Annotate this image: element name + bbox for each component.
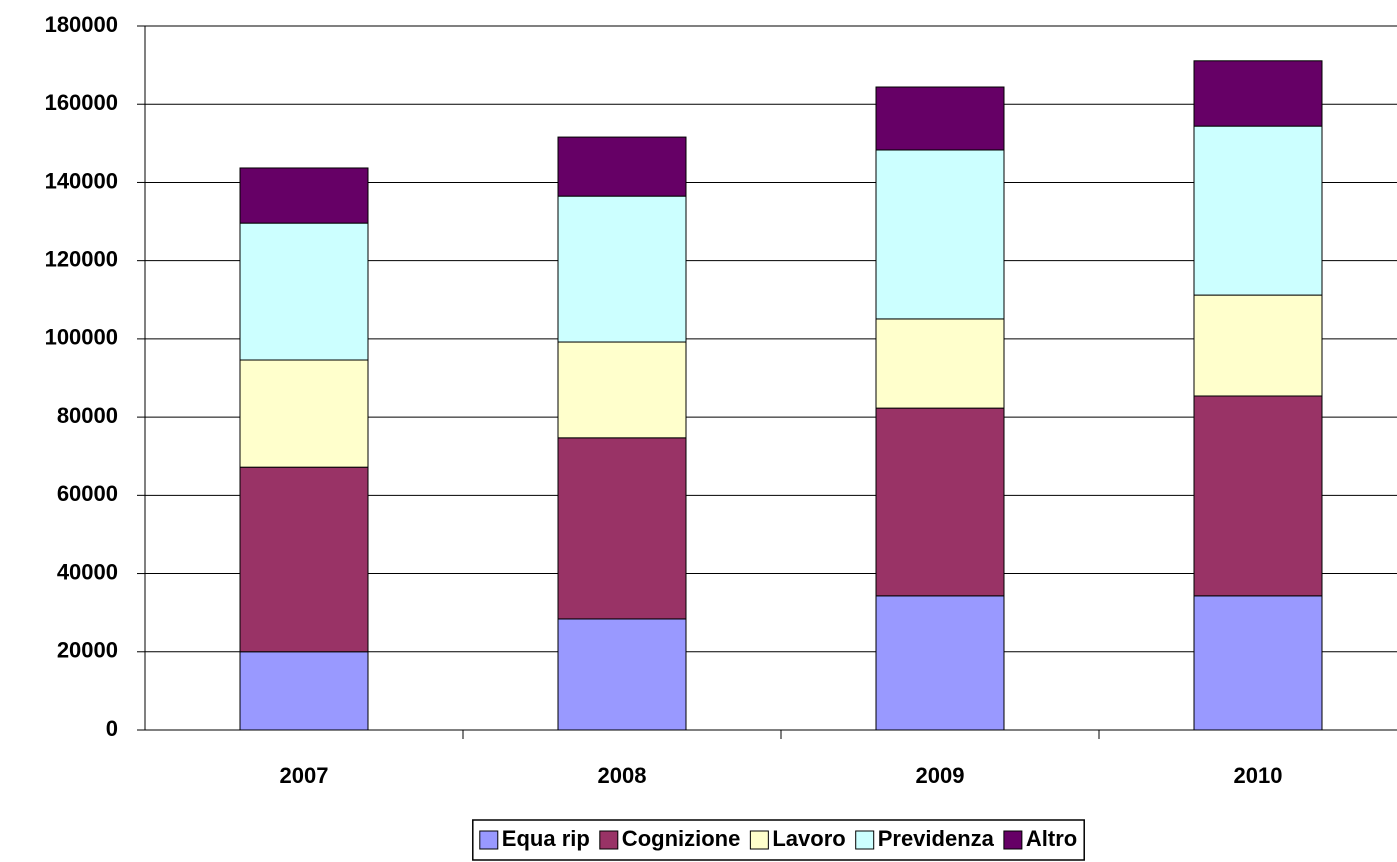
bar-segment bbox=[875, 318, 1005, 409]
y-tick-label: 120000 bbox=[45, 246, 118, 271]
x-tick-label: 2010 bbox=[1234, 763, 1283, 788]
bar-segment bbox=[557, 195, 687, 343]
bar-segment bbox=[239, 359, 369, 468]
bar-segment bbox=[239, 167, 369, 224]
y-tick-label: 40000 bbox=[57, 559, 118, 584]
legend-swatch bbox=[599, 830, 619, 850]
x-tick-label: 2008 bbox=[598, 763, 647, 788]
legend-swatch bbox=[479, 830, 499, 850]
legend-label: Equa rip bbox=[502, 826, 590, 851]
y-tick-label: 20000 bbox=[57, 638, 118, 663]
bar-segment bbox=[875, 407, 1005, 597]
bar-segment bbox=[557, 341, 687, 439]
legend-box bbox=[472, 819, 1085, 861]
y-tick-label: 80000 bbox=[57, 403, 118, 428]
y-tick-label: 160000 bbox=[45, 90, 118, 115]
legend: Equa rip Cognizione Lavoro Previdenza Altro bbox=[472, 819, 1085, 861]
bar-segment bbox=[239, 651, 369, 731]
bar-segment bbox=[239, 222, 369, 361]
bar-segment bbox=[557, 136, 687, 197]
legend-swatch bbox=[855, 830, 875, 850]
legend-label: Lavoro bbox=[772, 826, 845, 851]
x-tick-label: 2009 bbox=[916, 763, 965, 788]
legend-label: Previdenza bbox=[878, 826, 995, 851]
bar-segment bbox=[1193, 595, 1323, 731]
legend-swatch bbox=[1003, 830, 1023, 850]
legend-label: Cognizione bbox=[622, 826, 741, 851]
y-tick-label: 0 bbox=[106, 716, 118, 741]
x-tick-label: 2007 bbox=[280, 763, 329, 788]
y-tick-label: 180000 bbox=[45, 12, 118, 37]
bar-segment bbox=[557, 437, 687, 620]
y-tick-label: 60000 bbox=[57, 481, 118, 506]
bar-segment bbox=[1193, 125, 1323, 296]
legend-label: Altro bbox=[1026, 826, 1077, 851]
bar-segment bbox=[875, 595, 1005, 731]
bar-segment bbox=[239, 466, 369, 653]
bar-segment bbox=[557, 618, 687, 731]
bar-segment bbox=[1193, 60, 1323, 127]
legend-swatch bbox=[749, 830, 769, 850]
bar-segment bbox=[1193, 294, 1323, 397]
bar-segment bbox=[1193, 395, 1323, 597]
bar-segment bbox=[875, 149, 1005, 320]
y-tick-label: 100000 bbox=[45, 325, 118, 350]
y-tick-label: 140000 bbox=[45, 168, 118, 193]
bar-segment bbox=[875, 86, 1005, 151]
